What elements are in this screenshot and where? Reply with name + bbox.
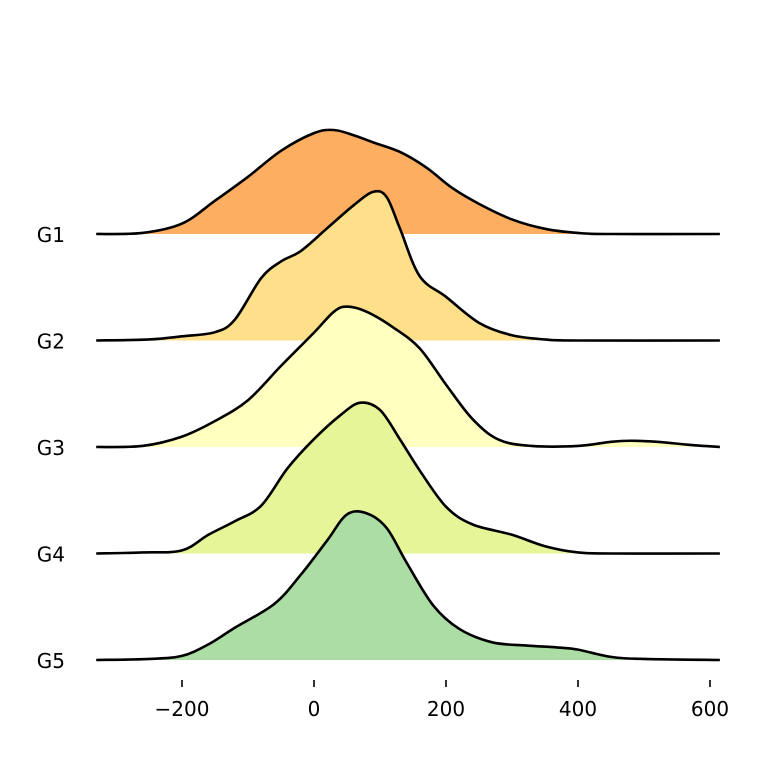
row-label-g2: G2 [37,330,65,354]
ridge-fill-g2 [96,191,720,341]
ridge-line-g4 [96,401,720,555]
ridge-fill-g1 [96,129,720,235]
ridge-fill-g4 [96,402,720,554]
ridge-line-g3 [96,305,720,449]
row-labels-group: G1 G2 G3 G4 G5 [37,223,65,673]
ridge-fill-g5 [96,511,720,660]
x-axis: −200 0 200 400 600 [155,680,729,721]
ridge-g2 [96,189,720,342]
ridge-line-g2 [96,189,720,342]
x-ticks-group: −200 0 200 400 600 [155,680,729,721]
ridge-g4 [96,401,720,555]
row-label-g3: G3 [37,436,65,460]
x-tick-label: 200 [427,697,465,721]
ridge-g3 [96,305,720,449]
x-tick-label: 0 [308,697,321,721]
ridges-layer [96,128,720,662]
x-tick-label: 600 [691,697,729,721]
ridge-g1 [96,128,720,236]
ridge-fill-g3 [96,306,720,448]
row-label-g4: G4 [37,543,65,567]
row-label-g5: G5 [37,649,65,673]
ridge-g5 [96,510,720,662]
row-label-g1: G1 [37,223,65,247]
ridge-line-g5 [96,510,720,662]
ridge-line-g1 [96,128,720,236]
x-tick-label: 400 [559,697,597,721]
x-tick-label: −200 [155,697,210,721]
